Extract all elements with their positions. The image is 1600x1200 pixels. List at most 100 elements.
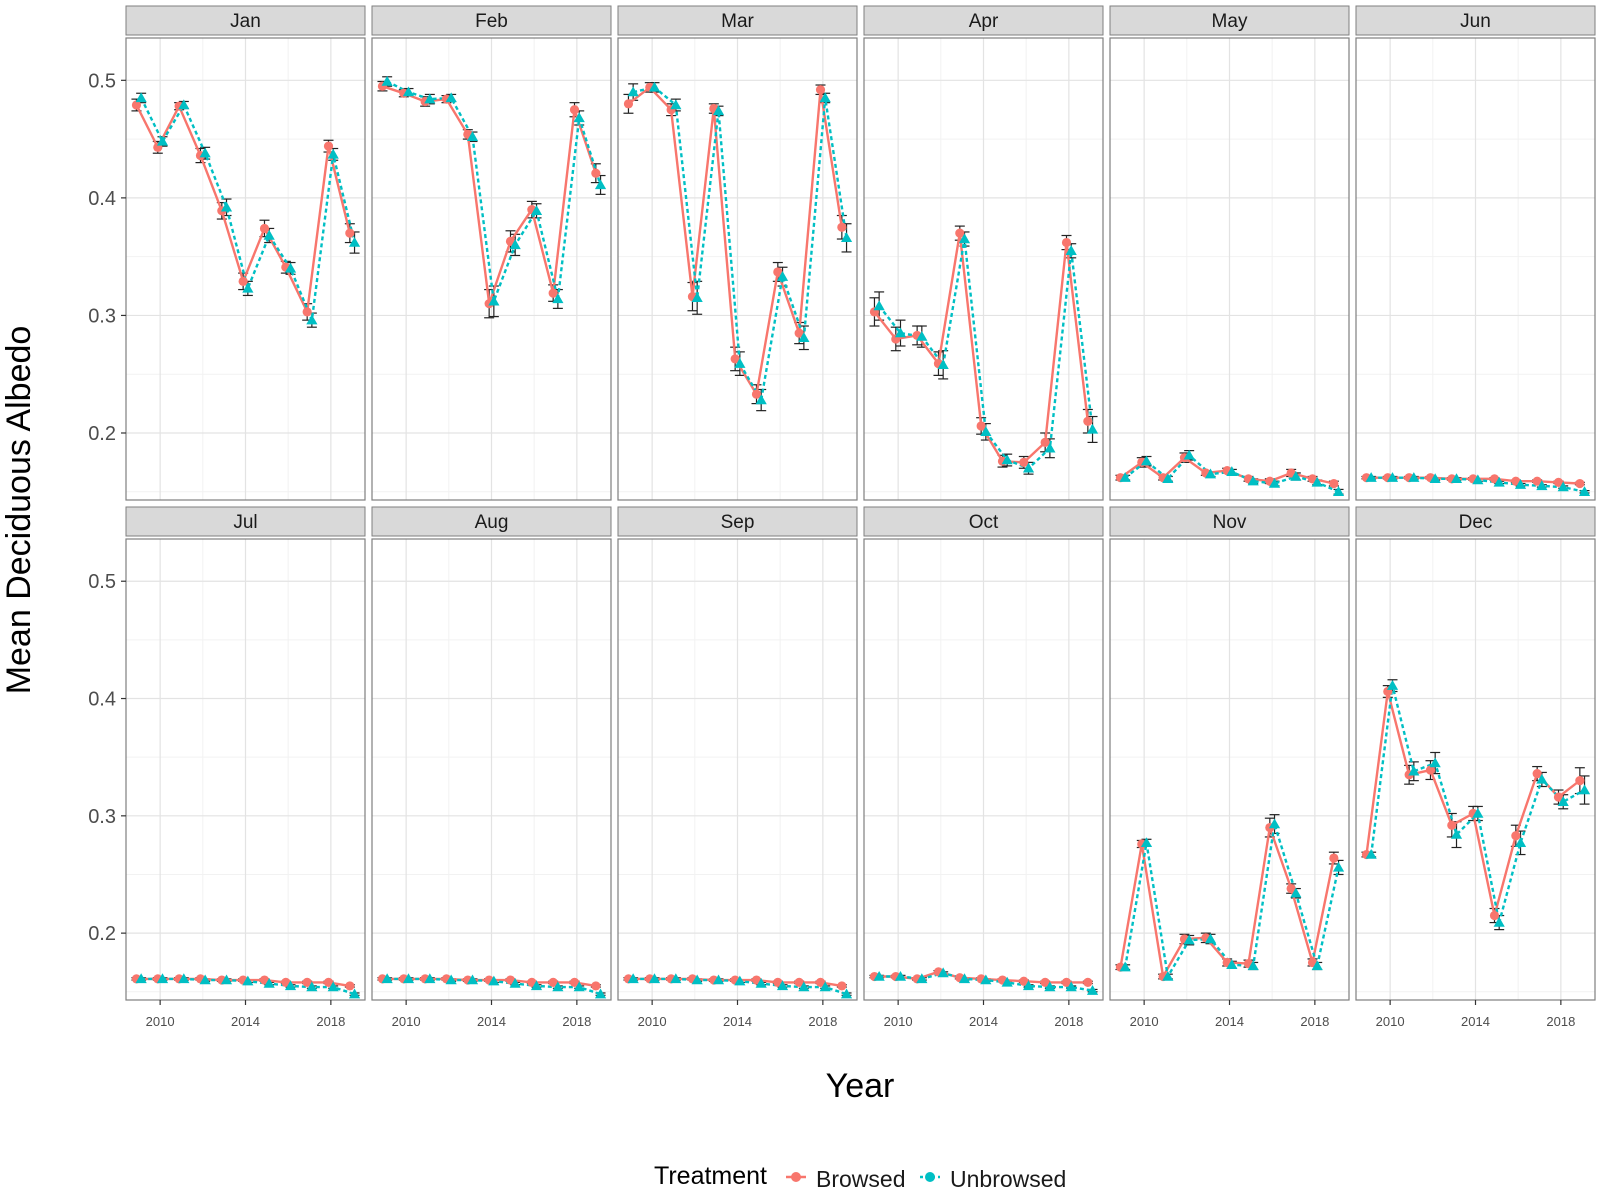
browsed-point	[1329, 478, 1339, 489]
unbrowsed-point	[199, 974, 211, 985]
facet-strip-label: Dec	[1459, 512, 1493, 533]
browsed-point	[591, 981, 601, 991]
unbrowsed-point	[327, 148, 339, 159]
unbrowsed-point	[1578, 486, 1591, 496]
facet-strip-label: Jul	[233, 512, 257, 533]
unbrowsed-point	[1557, 481, 1569, 492]
unbrowsed-points	[381, 75, 607, 306]
facet-panel-sep: Sep 2010 2014 2018	[617, 506, 858, 1029]
facet-panels: Jan 0.2 0.3 0.4 0.5 Feb Mar Apr May Jun Jul 0.2 0.3 0…	[88, 5, 1596, 1029]
unbrowsed-point	[1086, 985, 1099, 995]
unbrowsed-point	[1119, 472, 1131, 482]
unbrowsed-point	[670, 99, 682, 110]
browsed-points	[377, 974, 601, 991]
unbrowsed-point	[1493, 916, 1505, 927]
unbrowsed-point	[1332, 861, 1345, 872]
facet-panel-jan: Jan 0.2 0.3 0.4 0.5	[88, 5, 366, 501]
x-tick-label: 2014	[1461, 1014, 1490, 1029]
browsed-point	[773, 267, 783, 277]
unbrowsed-point	[1022, 980, 1035, 991]
unbrowsed-point	[840, 232, 853, 243]
unbrowsed-point	[573, 112, 585, 123]
unbrowsed-points	[1119, 449, 1345, 496]
unbrowsed-point	[381, 973, 393, 984]
browsed-point	[1532, 476, 1542, 486]
unbrowsed-point	[1162, 970, 1174, 981]
unbrowsed-point	[1119, 961, 1131, 972]
browsed-point	[131, 100, 142, 110]
unbrowsed-point	[509, 977, 521, 988]
unbrowsed-points	[1365, 680, 1591, 927]
unbrowsed-point	[1247, 960, 1259, 971]
browsed-point	[569, 105, 580, 115]
browsed-point	[794, 328, 804, 338]
unbrowsed-point	[1162, 473, 1174, 484]
facet-strip	[617, 506, 858, 537]
browsed-point	[1040, 437, 1050, 447]
unbrowsed-point	[306, 314, 318, 325]
facet-strip-label: Feb	[475, 11, 508, 32]
unbrowsed-point	[1226, 959, 1238, 970]
unbrowsed-point	[755, 977, 767, 988]
browsed-point	[259, 223, 270, 234]
unbrowsed-point	[1578, 784, 1591, 795]
panel-border	[371, 37, 612, 501]
browsed-point	[1061, 237, 1072, 248]
unbrowsed-point	[594, 179, 607, 190]
facet-strip-label: Nov	[1213, 512, 1247, 533]
unbrowsed-line	[632, 86, 848, 402]
x-tick-label: 2010	[392, 1014, 421, 1029]
unbrowsed-point	[1086, 423, 1099, 434]
unbrowsed-point	[1472, 807, 1484, 818]
browsed-point	[623, 99, 634, 109]
facet-strip-label: Aug	[475, 512, 509, 533]
browsed-point	[1425, 765, 1436, 775]
unbrowsed-points	[381, 973, 607, 999]
unbrowsed-point	[755, 394, 767, 405]
browsed-point	[1489, 910, 1500, 921]
unbrowsed-point	[958, 233, 971, 244]
unbrowsed-points	[1365, 472, 1591, 496]
unbrowsed-point	[1514, 479, 1527, 489]
browsed-point	[323, 141, 334, 151]
unbrowsed-point	[1065, 245, 1077, 255]
facet-strip	[1109, 506, 1350, 537]
unbrowsed-points	[135, 973, 361, 999]
unbrowsed-point	[488, 295, 500, 306]
x-tick-label: 2010	[638, 1014, 667, 1029]
browsed-point	[1040, 977, 1050, 988]
facet-strip-label: Jun	[1460, 11, 1491, 32]
unbrowsed-line	[140, 97, 356, 322]
unbrowsed-point	[980, 974, 992, 985]
unbrowsed-point	[327, 981, 339, 992]
y-tick-label: 0.2	[88, 423, 116, 445]
x-tick-label: 2018	[808, 1014, 837, 1029]
browsed-point	[1083, 977, 1093, 988]
browsed-point	[591, 168, 601, 178]
unbrowsed-point	[1536, 773, 1548, 784]
facet-panel-nov: Nov 2010 2014 2018	[1109, 506, 1350, 1029]
unbrowsed-point	[1311, 960, 1323, 971]
unbrowsed-point	[242, 975, 254, 986]
x-axis-title: Year	[826, 1067, 895, 1105]
unbrowsed-point	[1472, 474, 1484, 485]
facet-panel-mar: Mar	[617, 5, 858, 501]
panel-border	[1109, 37, 1350, 501]
x-tick-label: 2010	[1130, 1014, 1159, 1029]
unbrowsed-point	[135, 92, 147, 103]
unbrowsed-point	[798, 332, 810, 342]
browsed-point	[1061, 977, 1072, 988]
browsed-point	[730, 354, 740, 364]
unbrowsed-point	[1183, 934, 1195, 945]
browsed-point	[548, 977, 558, 988]
y-tick-label: 0.2	[88, 923, 116, 945]
unbrowsed-points	[873, 967, 1099, 995]
unbrowsed-point	[445, 92, 457, 103]
x-tick-label: 2018	[1300, 1014, 1329, 1029]
unbrowsed-point	[530, 205, 543, 216]
unbrowsed-point	[627, 86, 639, 97]
unbrowsed-point	[402, 86, 415, 97]
y-tick-label: 0.4	[88, 188, 116, 210]
facet-strip	[371, 5, 612, 36]
